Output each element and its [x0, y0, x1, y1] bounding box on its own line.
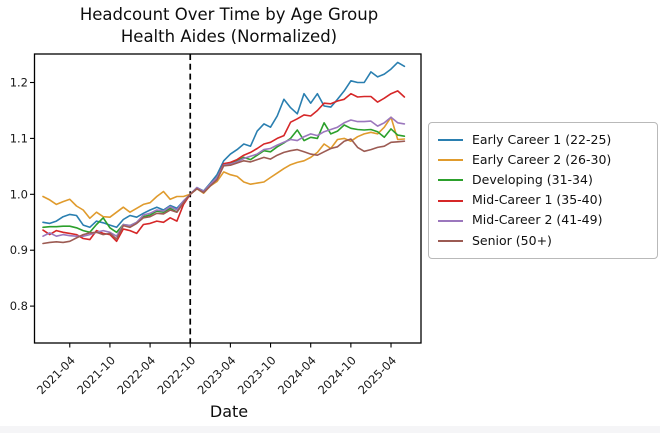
y-tick-label: 1.2 — [10, 76, 28, 90]
x-tick-label: 2023-10 — [235, 353, 279, 397]
legend-swatch-line — [438, 139, 463, 142]
y-tick-label: 1.0 — [10, 187, 28, 201]
legend-swatch-line — [438, 159, 463, 162]
legend-item-1: Early Career 2 (26-30) — [438, 151, 647, 170]
legend-swatch-line — [438, 179, 463, 182]
x-tick-label: 2023-04 — [195, 353, 239, 397]
x-tick-label: 2024-10 — [315, 353, 359, 397]
legend-label: Mid-Career 1 (35-40) — [472, 192, 603, 208]
x-tick-label: 2021-10 — [74, 353, 118, 397]
legend: Early Career 1 (22-25) Early Career 2 (26… — [428, 122, 658, 259]
x-tick-label: 2025-04 — [355, 353, 399, 397]
plot-area: 0.8 0.9 1.0 1.1 1.2 2021-042021-102022-042022… — [10, 53, 422, 397]
legend-label: Early Career 2 (26-30) — [472, 151, 612, 167]
legend-item-5: Senior (50+) — [438, 231, 647, 250]
legend-item-3: Mid-Career 1 (35-40) — [438, 191, 647, 210]
series-line-5 — [42, 138, 406, 245]
legend-swatch-line — [438, 219, 463, 222]
x-axis-label: Date — [210, 402, 248, 421]
y-tick-label: 0.9 — [10, 243, 28, 257]
chart-subtitle: Health Aides (Normalized) — [121, 27, 337, 46]
series-line-3 — [42, 90, 406, 243]
x-tick-label: 2021-04 — [34, 353, 78, 397]
y-tick-label: 1.1 — [10, 131, 28, 145]
legend-swatch-line — [438, 239, 463, 242]
y-tick-label: 0.8 — [10, 299, 28, 313]
x-tick-label: 2022-04 — [114, 353, 158, 397]
legend-label: Early Career 1 (22-25) — [472, 131, 612, 147]
legend-item-0: Early Career 1 (22-25) — [438, 131, 647, 150]
chart-title: Headcount Over Time by Age Group — [80, 5, 378, 24]
x-tick-label: 2022-10 — [154, 353, 198, 397]
legend-label: Senior (50+) — [472, 232, 552, 248]
legend-label: Developing (31-34) — [472, 172, 593, 188]
legend-label: Mid-Career 2 (41-49) — [472, 212, 603, 228]
page-background-strip — [0, 426, 660, 433]
series-line-1 — [42, 116, 406, 220]
x-tick-label: 2024-04 — [275, 353, 319, 397]
legend-swatch-line — [438, 199, 463, 202]
series-line-0 — [42, 61, 406, 229]
series-line-4 — [42, 116, 406, 237]
plot-frame — [33, 53, 422, 344]
legend-item-4: Mid-Career 2 (41-49) — [438, 211, 647, 230]
legend-item-2: Developing (31-34) — [438, 171, 647, 190]
